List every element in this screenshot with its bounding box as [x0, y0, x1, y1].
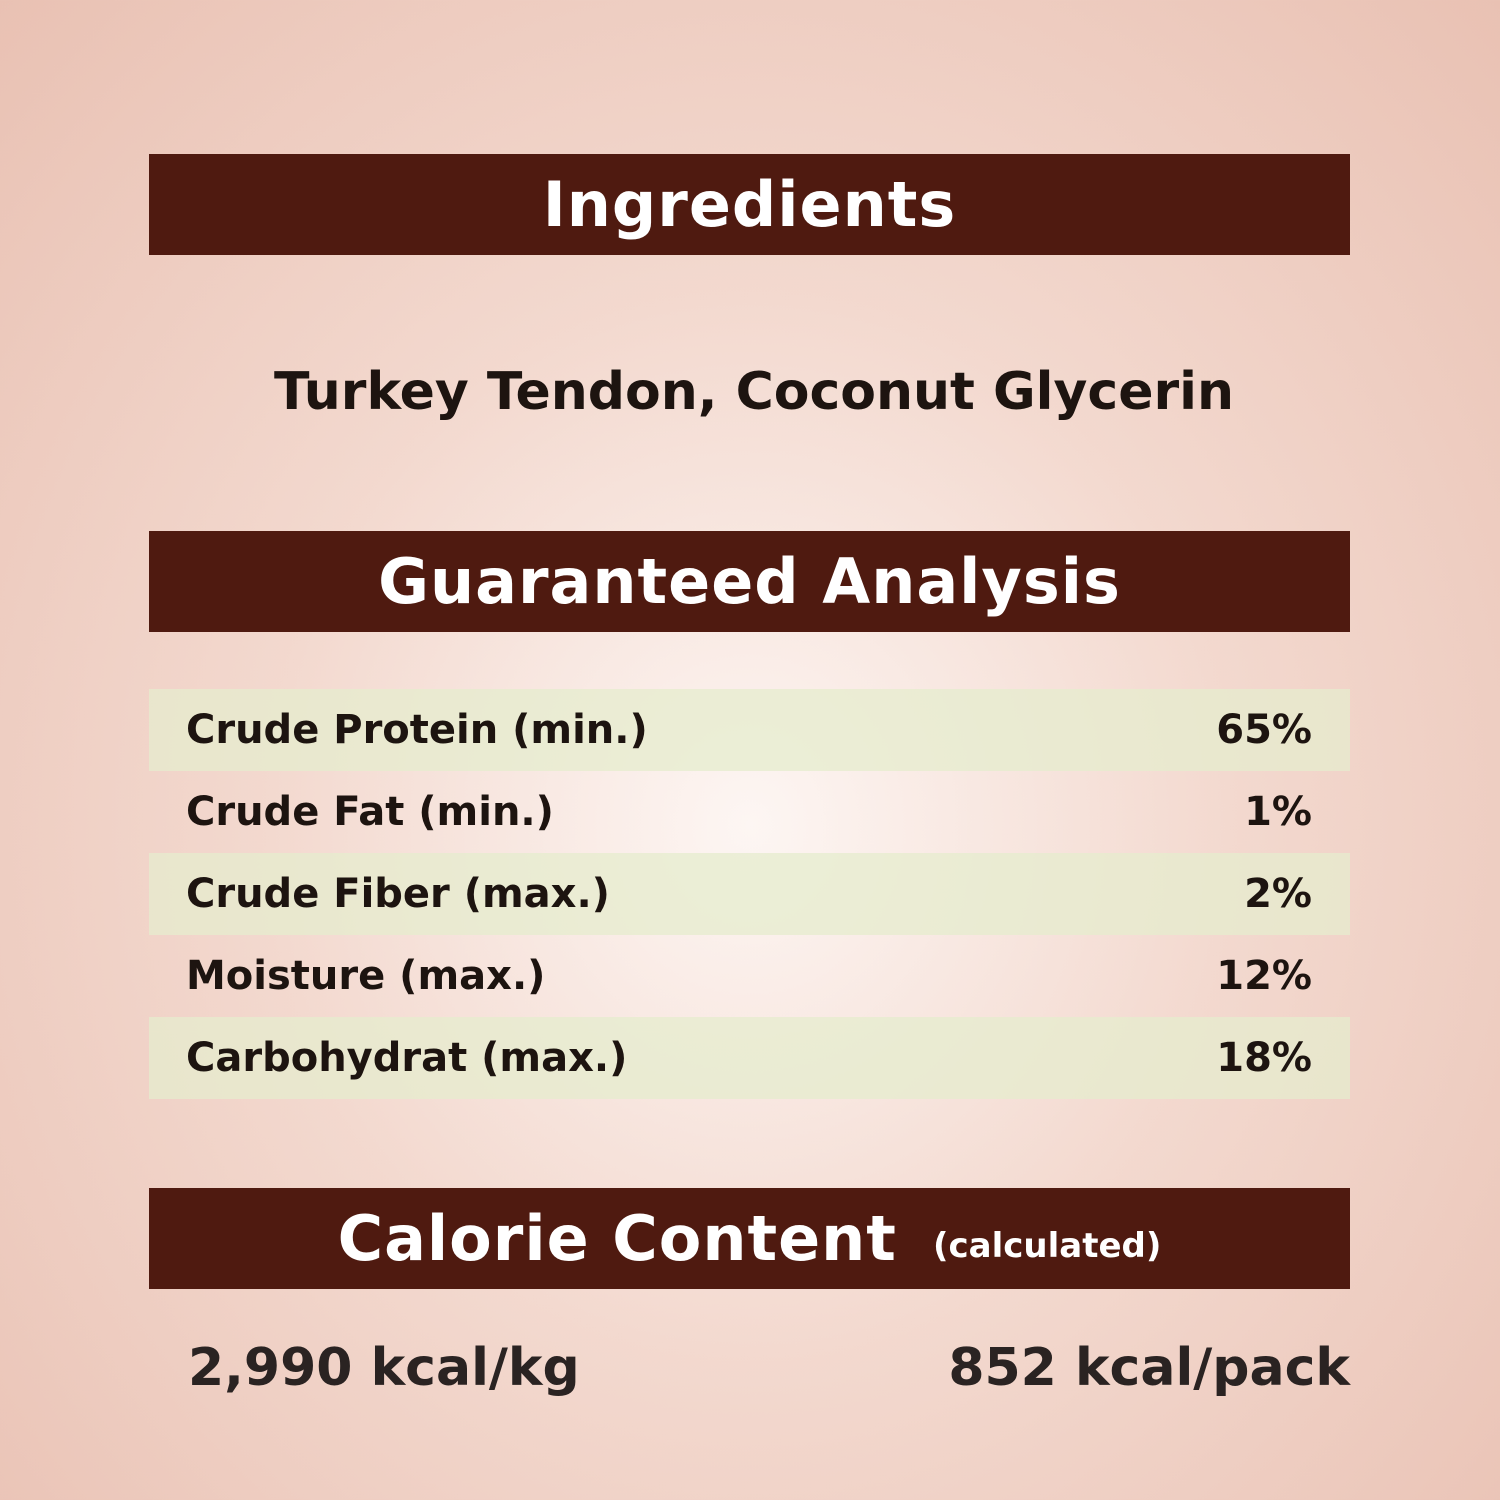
analysis-header: Guaranteed Analysis [149, 531, 1350, 632]
calories-per-pack: 852 kcal/pack [948, 1338, 1350, 1398]
ingredients-header: Ingredients [149, 154, 1350, 255]
ingredients-text: Turkey Tendon, Coconut Glycerin [274, 362, 1234, 422]
row-value: 18% [1216, 1035, 1312, 1081]
row-label: Moisture (max.) [186, 953, 546, 999]
analysis-row: Crude Fat (min.) 1% [149, 771, 1350, 853]
row-value: 12% [1216, 953, 1312, 999]
analysis-row: Crude Fiber (max.) 2% [149, 853, 1350, 935]
row-label: Crude Protein (min.) [186, 707, 648, 753]
calorie-header: Calorie Content (calculated) [149, 1188, 1350, 1289]
analysis-title: Guaranteed Analysis [378, 545, 1121, 618]
analysis-row: Carbohydrat (max.) 18% [149, 1017, 1350, 1099]
ingredients-title: Ingredients [542, 168, 957, 241]
analysis-row: Crude Protein (min.) 65% [149, 689, 1350, 771]
row-label: Carbohydrat (max.) [186, 1035, 628, 1081]
calorie-title: Calorie Content [337, 1202, 897, 1275]
analysis-row: Moisture (max.) 12% [149, 935, 1350, 1017]
row-value: 65% [1216, 707, 1312, 753]
row-label: Crude Fat (min.) [186, 789, 554, 835]
row-label: Crude Fiber (max.) [186, 871, 610, 917]
row-value: 2% [1244, 871, 1312, 917]
row-value: 1% [1244, 789, 1312, 835]
calories-per-kg: 2,990 kcal/kg [188, 1338, 580, 1398]
calorie-subtitle: (calculated) [932, 1225, 1162, 1266]
